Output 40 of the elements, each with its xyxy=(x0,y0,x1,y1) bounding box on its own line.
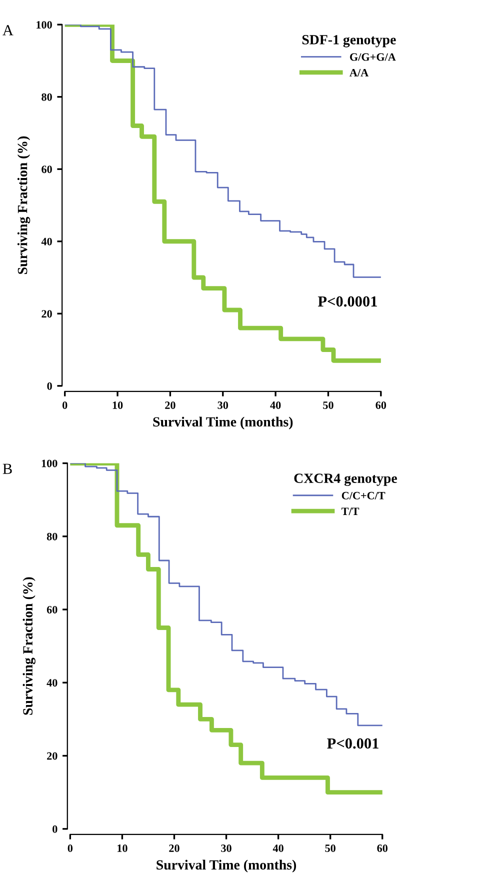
legend-label: T/T xyxy=(342,508,360,516)
legend-label: G/G+G/A xyxy=(350,53,396,61)
x-axis-title: Survival Time (months) xyxy=(153,416,293,430)
x-tick-label: 40 xyxy=(270,401,281,409)
x-tick-label: 30 xyxy=(221,844,232,852)
text: A xyxy=(2,25,14,36)
y-tick-label: 60 xyxy=(46,606,58,614)
y-tick-label: 20 xyxy=(42,310,52,318)
x-tick-label: 10 xyxy=(112,401,123,409)
legend-title: SDF-1 genotype xyxy=(302,35,396,48)
x-tick-label: 50 xyxy=(323,401,334,409)
y-tick-label: 40 xyxy=(46,679,58,687)
y-tick-label: 80 xyxy=(42,93,52,101)
y-tick-label: 0 xyxy=(52,825,58,833)
x-tick-label: 50 xyxy=(325,844,336,852)
x-tick-label: 20 xyxy=(169,844,180,852)
y-tick-label: 0 xyxy=(47,382,52,390)
x-tick-label: 30 xyxy=(218,401,228,409)
y-axis-title: Surviving Fraction (%) xyxy=(22,577,36,715)
legend-title: CXCR4 genotype xyxy=(294,474,397,486)
text: B xyxy=(2,464,12,474)
x-tick-label: 0 xyxy=(62,401,68,409)
x-tick-label: 40 xyxy=(272,844,284,852)
x-tick-label: 60 xyxy=(377,844,388,852)
y-tick-label: 100 xyxy=(36,21,52,29)
x-tick-label: 20 xyxy=(165,401,176,409)
x-tick-label: 0 xyxy=(68,844,73,852)
x-axis-title: Survival Time (months) xyxy=(156,860,296,872)
annotation: P<0.001 xyxy=(327,738,378,749)
annotation: P<0.0001 xyxy=(318,296,377,307)
y-tick-label: 40 xyxy=(41,238,52,246)
y-tick-label: 100 xyxy=(42,460,58,468)
legend-label: A/A xyxy=(350,69,369,76)
x-tick-label: 10 xyxy=(118,844,128,852)
y-axis-title: Surviving Fraction (%) xyxy=(17,136,30,274)
x-tick-label: 60 xyxy=(376,401,386,409)
y-tick-label: 20 xyxy=(47,752,58,760)
legend-label: C/C+C/T xyxy=(342,492,386,500)
y-tick-label: 60 xyxy=(42,166,52,174)
y-tick-label: 80 xyxy=(46,532,58,540)
